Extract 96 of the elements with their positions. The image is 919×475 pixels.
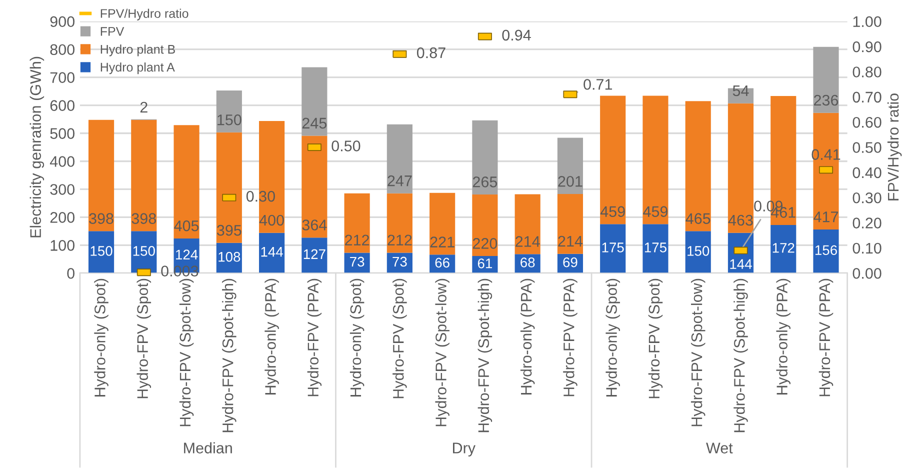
data-label: 459: [643, 206, 668, 217]
x-tick-label: Hydro-FPV (PPA): [818, 278, 834, 396]
x-tick-label: Hydro-FPV (Spot): [648, 278, 663, 398]
data-label: 68: [520, 258, 535, 268]
x-tick-label: Hydro-FPV (PPA): [563, 278, 578, 396]
legend-label: FPV/Hydro ratio: [100, 8, 188, 20]
data-label: 0.50: [332, 140, 360, 152]
y2-tick-label: 0.80: [852, 66, 882, 78]
y-axis-title: Electricity genration (GWh): [30, 56, 44, 238]
data-label: 212: [345, 234, 370, 246]
data-label: 398: [89, 213, 114, 224]
y2-tick-label: 0.50: [852, 142, 882, 153]
x-tick-label: Hydro-FPV (Spot-low): [179, 278, 194, 426]
x-tick-label: Hydro-FPV (Spot-high): [734, 278, 748, 432]
y-tick-label: 100: [50, 240, 74, 251]
data-label: 172: [772, 242, 794, 253]
data-label: 364: [302, 220, 327, 230]
data-label: 201: [558, 176, 582, 187]
data-label: 245: [302, 118, 327, 129]
y2-tick-label: 0.90: [852, 41, 882, 52]
y2-axis-title: FPV/Hydro ratio: [887, 94, 902, 200]
y2-tick-label: 0.30: [852, 192, 882, 204]
data-label: 61: [478, 258, 492, 268]
data-label: 0.003: [161, 266, 198, 276]
x-tick-label: Hydro-FPV (PPA): [307, 278, 322, 396]
x-tick-label: Hydro-FPV (Spot): [392, 278, 407, 398]
data-label: 405: [174, 220, 199, 232]
y2-tick-label: 0.00: [852, 268, 882, 279]
data-label: 220: [472, 238, 498, 249]
data-label: 144: [730, 259, 752, 269]
data-label: 73: [350, 256, 364, 267]
data-label: 66: [435, 258, 450, 268]
data-label: 214: [516, 236, 540, 247]
data-label: 459: [600, 206, 625, 217]
y2-tick-label: 0.60: [852, 116, 882, 128]
x-tick-label: Hydro-only (Spot): [606, 278, 620, 396]
y2-tick-label: 0.40: [852, 167, 882, 178]
data-label: 124: [176, 250, 198, 260]
data-label: 108: [218, 252, 240, 262]
y2-tick-label: 0.10: [852, 242, 882, 254]
data-label: 175: [602, 242, 624, 252]
data-label: 221: [430, 236, 454, 248]
data-label: 150: [90, 246, 112, 256]
data-label: 395: [217, 224, 242, 236]
y2-tick-label: 0.20: [852, 218, 882, 228]
data-label: 417: [814, 212, 838, 222]
data-label: 127: [304, 249, 326, 259]
data-label: 265: [472, 176, 498, 188]
data-label: 156: [815, 245, 837, 256]
y-tick-label: 300: [50, 184, 74, 195]
data-label: 0.94: [502, 30, 531, 41]
y-tick-label: 400: [50, 156, 74, 167]
data-label: 175: [644, 242, 666, 252]
data-label: 214: [558, 236, 583, 246]
legend-label: Hydro plant B: [100, 44, 175, 56]
data-label: 144: [261, 247, 283, 257]
x-tick-label: Hydro-FPV (Spot-low): [435, 278, 450, 426]
data-label: 398: [132, 213, 156, 224]
x-tick-label: Hydro-only (PPA): [264, 278, 279, 394]
y-tick-label: 800: [50, 44, 74, 56]
text: Wet: [706, 442, 733, 454]
text: Dry: [453, 442, 476, 456]
y2-tick-label: 0.70: [852, 92, 882, 103]
data-label: 247: [388, 175, 412, 186]
data-label: 73: [392, 256, 407, 267]
data-label: 465: [686, 213, 710, 224]
y-tick-label: 900: [50, 16, 74, 28]
data-label: 150: [218, 114, 242, 126]
y2-tick-label: 1.00: [853, 16, 882, 28]
data-label: 212: [388, 234, 412, 246]
data-label: 0.71: [584, 78, 612, 90]
x-tick-label: Hydro-only (Spot): [94, 278, 108, 396]
data-label: 400: [259, 214, 284, 226]
data-label: 150: [688, 246, 710, 256]
data-label: 69: [563, 257, 578, 268]
legend-label: Hydro plant A: [100, 62, 175, 74]
data-label: 2: [140, 102, 148, 112]
y-tick-label: 0: [67, 268, 74, 279]
x-tick-label: Hydro-only (PPA): [776, 278, 790, 394]
data-label: 54: [732, 85, 749, 96]
x-tick-label: Hydro-FPV (Spot-high): [478, 278, 492, 432]
data-label: 236: [814, 94, 838, 106]
text: Median: [184, 442, 232, 454]
x-tick-label: Hydro-only (PPA): [520, 278, 535, 394]
data-label: 150: [133, 246, 155, 256]
x-tick-label: Hydro-FPV (Spot): [136, 278, 152, 398]
data-label: 0.87: [416, 47, 446, 58]
x-tick-label: Hydro-FPV (Spot-low): [690, 278, 706, 426]
y-tick-label: 600: [50, 100, 74, 111]
x-tick-label: Hydro-only (Spot): [350, 278, 364, 396]
legend-label: FPV: [100, 27, 124, 36]
y-tick-label: 500: [50, 128, 74, 139]
x-tick-label: Hydro-FPV (Spot-high): [222, 278, 236, 432]
y-tick-label: 200: [50, 212, 74, 223]
y-tick-label: 700: [50, 72, 74, 84]
data-label: 463: [728, 214, 753, 226]
